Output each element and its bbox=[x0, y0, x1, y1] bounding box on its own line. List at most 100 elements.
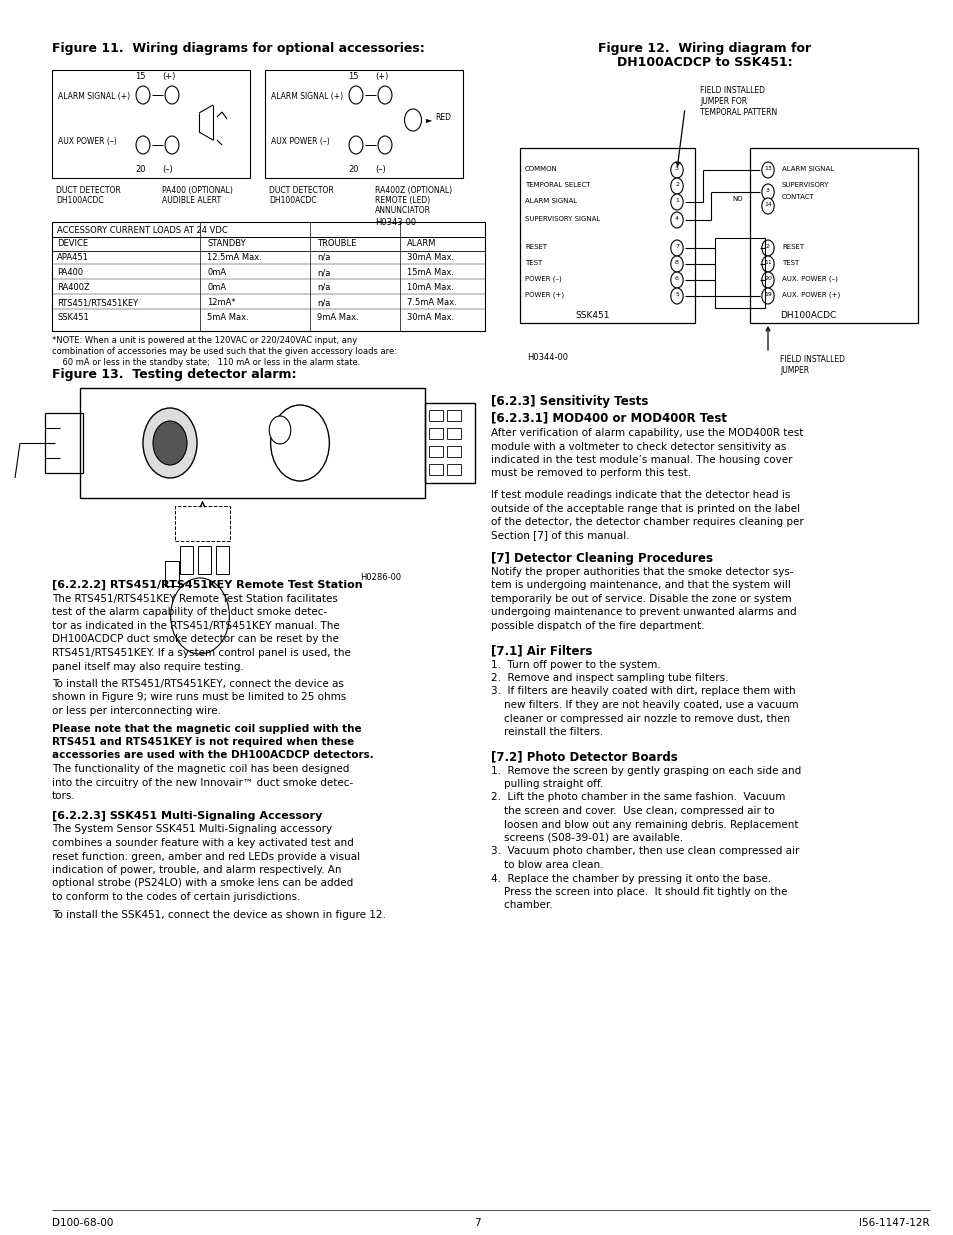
Text: ALARM SIGNAL (+): ALARM SIGNAL (+) bbox=[271, 91, 343, 101]
Text: outside of the acceptable range that is printed on the label: outside of the acceptable range that is … bbox=[491, 504, 800, 514]
Text: COMMON: COMMON bbox=[524, 165, 558, 172]
Text: SUPERVISORY: SUPERVISORY bbox=[781, 182, 828, 188]
Text: FIELD INSTALLED: FIELD INSTALLED bbox=[780, 354, 844, 364]
Text: AUX. POWER (–): AUX. POWER (–) bbox=[781, 275, 837, 283]
Text: loosen and blow out any remaining debris. Replacement: loosen and blow out any remaining debris… bbox=[491, 820, 798, 830]
Text: Figure 12.  Wiring diagram for: Figure 12. Wiring diagram for bbox=[598, 42, 810, 56]
Text: RESET: RESET bbox=[781, 245, 803, 249]
Text: The functionality of the magnetic coil has been designed: The functionality of the magnetic coil h… bbox=[52, 764, 349, 774]
Text: combines a sounder feature with a key activated test and: combines a sounder feature with a key ac… bbox=[52, 839, 354, 848]
Text: possible dispatch of the fire department.: possible dispatch of the fire department… bbox=[491, 621, 703, 631]
Text: tors.: tors. bbox=[52, 790, 75, 802]
Text: Press the screen into place.  It should fit tightly on the: Press the screen into place. It should f… bbox=[491, 887, 786, 897]
Text: 60 mA or less in the standby state;   110 mA or less in the alarm state.: 60 mA or less in the standby state; 110 … bbox=[52, 358, 360, 367]
Text: [7] Detector Cleaning Procedures: [7] Detector Cleaning Procedures bbox=[491, 552, 712, 564]
Text: ALARM SIGNAL: ALARM SIGNAL bbox=[524, 198, 577, 204]
Text: STANDBY: STANDBY bbox=[207, 240, 245, 248]
Text: must be removed to perform this test.: must be removed to perform this test. bbox=[491, 468, 690, 478]
Text: undergoing maintenance to prevent unwanted alarms and: undergoing maintenance to prevent unwant… bbox=[491, 608, 796, 618]
Text: ALARM SIGNAL: ALARM SIGNAL bbox=[781, 165, 833, 172]
Text: DEVICE: DEVICE bbox=[57, 240, 88, 248]
Text: module with a voltmeter to check detector sensitivity as: module with a voltmeter to check detecto… bbox=[491, 441, 785, 452]
Text: ALARM: ALARM bbox=[407, 240, 436, 248]
Text: RA400Z: RA400Z bbox=[57, 283, 90, 291]
Text: JUMPER: JUMPER bbox=[780, 366, 808, 375]
Text: TEST: TEST bbox=[524, 261, 541, 266]
Text: POWER (+): POWER (+) bbox=[524, 291, 563, 299]
Text: temporarily be out of service. Disable the zone or system: temporarily be out of service. Disable t… bbox=[491, 594, 791, 604]
Text: I56-1147-12R: I56-1147-12R bbox=[859, 1218, 929, 1228]
Text: After verification of alarm capability, use the MOD400R test: After verification of alarm capability, … bbox=[491, 429, 802, 438]
Text: 2.  Remove and inspect sampling tube filters.: 2. Remove and inspect sampling tube filt… bbox=[491, 673, 728, 683]
Text: DH100ACDC: DH100ACDC bbox=[56, 196, 104, 205]
Text: new filters. If they are not heavily coated, use a vacuum: new filters. If they are not heavily coa… bbox=[491, 700, 798, 710]
Text: RED: RED bbox=[435, 112, 451, 122]
Text: AUDIBLE ALERT: AUDIBLE ALERT bbox=[162, 196, 221, 205]
Text: of the detector, the detector chamber requires cleaning per: of the detector, the detector chamber re… bbox=[491, 517, 803, 527]
Text: ANNUNCIATOR: ANNUNCIATOR bbox=[375, 206, 431, 215]
Text: If test module readings indicate that the detector head is: If test module readings indicate that th… bbox=[491, 490, 789, 500]
Text: (–): (–) bbox=[162, 165, 172, 174]
Text: to blow area clean.: to blow area clean. bbox=[491, 860, 603, 869]
Text: 3.  If filters are heavily coated with dirt, replace them with: 3. If filters are heavily coated with di… bbox=[491, 687, 795, 697]
Text: 19: 19 bbox=[763, 291, 771, 296]
Text: The System Sensor SSK451 Multi-Signaling accessory: The System Sensor SSK451 Multi-Signaling… bbox=[52, 825, 332, 835]
Text: 5: 5 bbox=[675, 291, 679, 296]
Text: 8: 8 bbox=[675, 261, 679, 266]
Text: accessories are used with the DH100ACDCP detectors.: accessories are used with the DH100ACDCP… bbox=[52, 751, 374, 761]
Text: (+): (+) bbox=[162, 72, 175, 82]
Text: 7: 7 bbox=[675, 245, 679, 249]
Text: the screen and cover.  Use clean, compressed air to: the screen and cover. Use clean, compres… bbox=[491, 806, 774, 816]
Text: 0mA: 0mA bbox=[207, 268, 226, 277]
Text: 3.  Vacuum photo chamber, then use clean compressed air: 3. Vacuum photo chamber, then use clean … bbox=[491, 846, 799, 857]
Text: reset function. green, amber and red LEDs provide a visual: reset function. green, amber and red LED… bbox=[52, 851, 359, 862]
Text: 13: 13 bbox=[763, 165, 771, 170]
Text: NO: NO bbox=[731, 196, 741, 203]
Text: 30mA Max.: 30mA Max. bbox=[407, 312, 454, 322]
Text: tem is undergoing maintenance, and that the system will: tem is undergoing maintenance, and that … bbox=[491, 580, 790, 590]
Text: n/a: n/a bbox=[316, 268, 330, 277]
Text: 10mA Max.: 10mA Max. bbox=[407, 283, 454, 291]
Text: RESET: RESET bbox=[524, 245, 547, 249]
Text: pulling straight off.: pulling straight off. bbox=[491, 779, 602, 789]
Text: n/a: n/a bbox=[316, 283, 330, 291]
Text: DH100ACDCP to SSK451:: DH100ACDCP to SSK451: bbox=[616, 56, 792, 69]
Text: SUPERVISORY SIGNAL: SUPERVISORY SIGNAL bbox=[524, 216, 599, 222]
Text: 5mA Max.: 5mA Max. bbox=[207, 312, 249, 322]
Text: [7.2] Photo Detector Boards: [7.2] Photo Detector Boards bbox=[491, 751, 677, 763]
Text: Figure 11.  Wiring diagrams for optional accessories:: Figure 11. Wiring diagrams for optional … bbox=[52, 42, 424, 56]
Text: screens (S08-39-01) are available.: screens (S08-39-01) are available. bbox=[491, 832, 682, 844]
Text: JUMPER FOR: JUMPER FOR bbox=[700, 98, 746, 106]
Text: ACCESSORY CURRENT LOADS AT 24 VDC: ACCESSORY CURRENT LOADS AT 24 VDC bbox=[57, 226, 228, 235]
Text: 2.  Lift the photo chamber in the same fashion.  Vacuum: 2. Lift the photo chamber in the same fa… bbox=[491, 793, 784, 803]
Text: D100-68-00: D100-68-00 bbox=[52, 1218, 113, 1228]
Text: 6: 6 bbox=[675, 275, 679, 282]
Text: 9mA Max.: 9mA Max. bbox=[316, 312, 358, 322]
Text: Section [7] of this manual.: Section [7] of this manual. bbox=[491, 531, 629, 541]
Text: [6.2.3] Sensitivity Tests: [6.2.3] Sensitivity Tests bbox=[491, 395, 648, 408]
Text: 7: 7 bbox=[474, 1218, 479, 1228]
Text: 15mA Max.: 15mA Max. bbox=[407, 268, 454, 277]
Text: shown in Figure 9; wire runs must be limited to 25 ohms: shown in Figure 9; wire runs must be lim… bbox=[52, 693, 346, 703]
Text: cleaner or compressed air nozzle to remove dust, then: cleaner or compressed air nozzle to remo… bbox=[491, 714, 789, 724]
Text: AUX. POWER (+): AUX. POWER (+) bbox=[781, 291, 840, 299]
Text: panel itself may also require testing.: panel itself may also require testing. bbox=[52, 662, 244, 672]
Text: test of the alarm capability of the duct smoke detec-: test of the alarm capability of the duct… bbox=[52, 608, 327, 618]
Text: DH100ACDC: DH100ACDC bbox=[269, 196, 316, 205]
Text: To install the SSK451, connect the device as shown in figure 12.: To install the SSK451, connect the devic… bbox=[52, 909, 385, 920]
Text: DH100ACDC: DH100ACDC bbox=[780, 311, 836, 320]
Text: 1.  Remove the screen by gently grasping on each side and: 1. Remove the screen by gently grasping … bbox=[491, 766, 801, 776]
Text: optional strobe (PS24LO) with a smoke lens can be added: optional strobe (PS24LO) with a smoke le… bbox=[52, 878, 353, 888]
Text: 20: 20 bbox=[348, 165, 358, 174]
Text: RA400Z (OPTIONAL): RA400Z (OPTIONAL) bbox=[375, 186, 452, 195]
Text: 20: 20 bbox=[135, 165, 146, 174]
Text: 11: 11 bbox=[763, 261, 771, 266]
Text: SSK451: SSK451 bbox=[57, 312, 89, 322]
Text: [6.2.2.3] SSK451 Multi-Signaling Accessory: [6.2.2.3] SSK451 Multi-Signaling Accesso… bbox=[52, 810, 322, 821]
Text: 30mA Max.: 30mA Max. bbox=[407, 253, 454, 262]
Text: SSK451: SSK451 bbox=[575, 311, 609, 320]
Text: chamber.: chamber. bbox=[491, 900, 552, 910]
Text: into the circuitry of the new Innovair™ duct smoke detec-: into the circuitry of the new Innovair™ … bbox=[52, 778, 353, 788]
Text: *NOTE: When a unit is powered at the 120VAC or 220/240VAC input, any: *NOTE: When a unit is powered at the 120… bbox=[52, 336, 356, 345]
Text: (+): (+) bbox=[375, 72, 388, 82]
